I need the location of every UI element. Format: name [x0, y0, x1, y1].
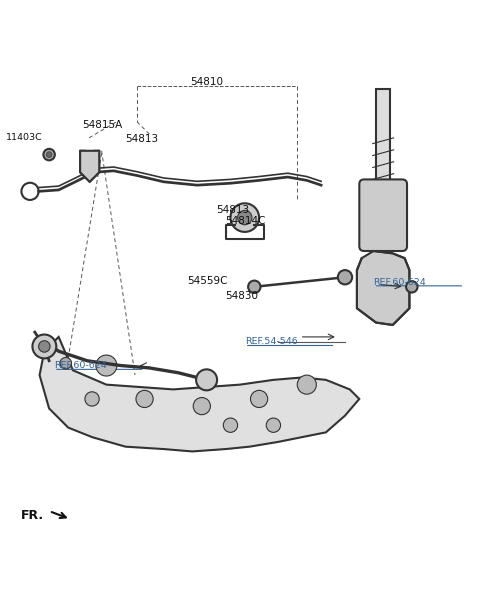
Circle shape — [406, 281, 418, 293]
Text: 54830: 54830 — [226, 291, 259, 301]
Circle shape — [266, 418, 281, 432]
Text: REF.60-624: REF.60-624 — [54, 361, 107, 370]
Circle shape — [196, 369, 217, 390]
Circle shape — [248, 280, 261, 293]
Circle shape — [238, 211, 252, 225]
Bar — [376, 89, 390, 194]
Text: REF.60-624: REF.60-624 — [373, 277, 426, 287]
Circle shape — [230, 203, 259, 232]
Circle shape — [136, 390, 153, 407]
Text: 54810: 54810 — [190, 76, 223, 87]
Text: 54559C: 54559C — [188, 276, 228, 285]
Circle shape — [297, 375, 316, 394]
Circle shape — [85, 392, 99, 406]
FancyBboxPatch shape — [360, 180, 407, 251]
Text: 11403C: 11403C — [6, 133, 43, 142]
Text: FR.: FR. — [21, 509, 44, 523]
Circle shape — [96, 355, 117, 376]
Text: 54814C: 54814C — [226, 217, 266, 226]
Polygon shape — [80, 151, 99, 182]
Circle shape — [46, 152, 52, 157]
Text: 54813: 54813 — [216, 205, 249, 215]
Circle shape — [338, 270, 352, 285]
Circle shape — [223, 418, 238, 432]
Circle shape — [193, 398, 210, 415]
Circle shape — [38, 341, 50, 352]
Text: REF.54-546: REF.54-546 — [245, 337, 298, 346]
Circle shape — [43, 149, 55, 160]
Polygon shape — [357, 251, 409, 325]
Circle shape — [60, 358, 72, 369]
Circle shape — [33, 334, 56, 358]
Polygon shape — [39, 337, 360, 452]
Text: 54813: 54813 — [125, 134, 158, 144]
Circle shape — [251, 390, 268, 407]
Text: 54815A: 54815A — [83, 120, 123, 129]
